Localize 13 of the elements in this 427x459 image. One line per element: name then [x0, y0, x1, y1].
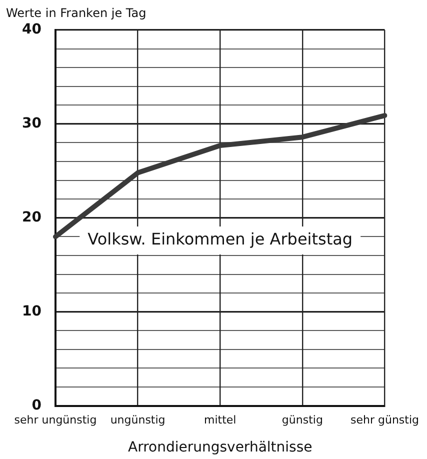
x-tick-label: günstig — [282, 413, 323, 426]
series-label: Volksw. Einkommen je Arbeitstag — [88, 230, 353, 249]
x-tick-label: ungünstig — [110, 413, 166, 426]
x-tick-label: sehr ungünstig — [14, 413, 97, 426]
x-tick-label: sehr günstig — [350, 413, 419, 426]
y-tick-label: 0 — [32, 397, 42, 414]
y-tick-label: 10 — [22, 303, 42, 320]
y-tick-label: 40 — [22, 22, 42, 38]
y-tick-label: 20 — [22, 210, 42, 226]
y-axis-title: Werte in Franken je Tag — [6, 6, 146, 20]
x-tick-label: mittel — [204, 413, 236, 426]
x-axis-title: Arrondierungsverhältnisse — [128, 440, 312, 456]
y-tick-label: 30 — [22, 116, 42, 132]
